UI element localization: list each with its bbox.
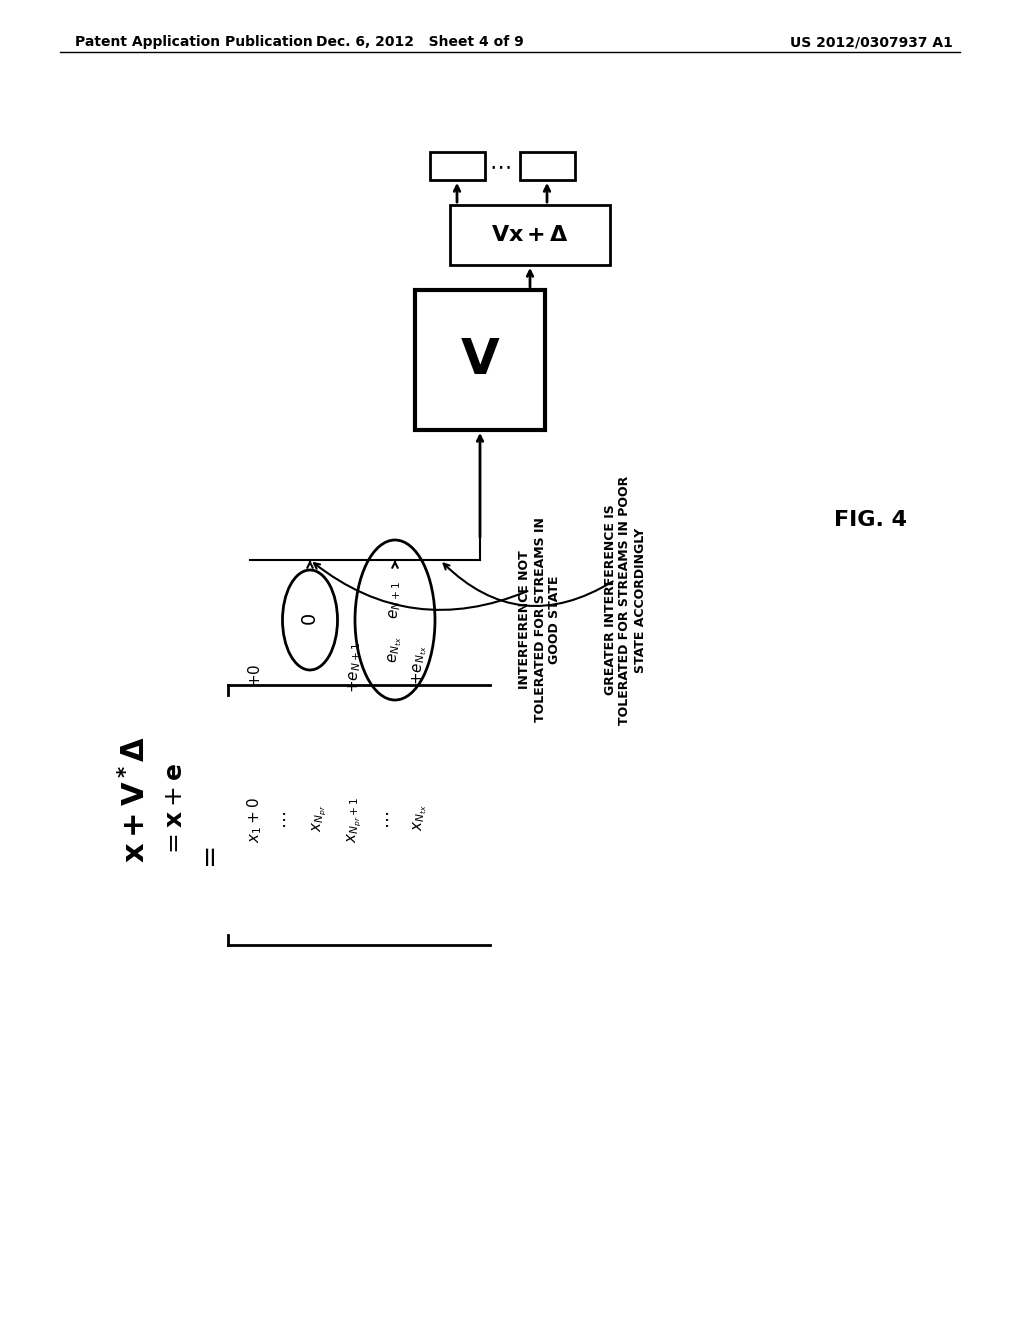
Text: INTERFERENCE NOT
TOLERATED FOR STREAMS IN
GOOD STATE: INTERFERENCE NOT TOLERATED FOR STREAMS I…	[518, 517, 561, 722]
Text: $e_{N+1}$: $e_{N+1}$	[387, 581, 402, 619]
Text: $\cdots$: $\cdots$	[489, 156, 511, 176]
Text: $\mathbf{V}$: $\mathbf{V}$	[460, 337, 501, 384]
Text: $+e_{N+1}$: $+e_{N+1}$	[347, 643, 364, 693]
FancyBboxPatch shape	[450, 205, 610, 265]
Text: $e_{N_{tx}}$: $e_{N_{tx}}$	[386, 636, 403, 664]
Text: $\mathbf{Vx+\Delta}$: $\mathbf{Vx+\Delta}$	[490, 224, 569, 246]
Text: $0$: $0$	[300, 614, 319, 627]
FancyBboxPatch shape	[520, 152, 575, 180]
Text: FIG. 4: FIG. 4	[834, 510, 906, 531]
Text: $x_{N_{tx}}$: $x_{N_{tx}}$	[412, 805, 429, 832]
Text: $= \mathbf{x} + \mathbf{e}$: $= \mathbf{x} + \mathbf{e}$	[163, 763, 187, 858]
Text: $x_{N_{pr}}$: $x_{N_{pr}}$	[311, 804, 329, 832]
Text: Dec. 6, 2012   Sheet 4 of 9: Dec. 6, 2012 Sheet 4 of 9	[316, 36, 524, 49]
Text: GREATER INTERFERENCE IS
TOLERATED FOR STREAMS IN POOR
STATE ACCORDINGLY: GREATER INTERFERENCE IS TOLERATED FOR ST…	[603, 475, 646, 725]
Text: $+0$: $+0$	[247, 663, 263, 686]
Text: $+e_{N_{tx}}$: $+e_{N_{tx}}$	[411, 645, 429, 685]
Text: US 2012/0307937 A1: US 2012/0307937 A1	[790, 36, 953, 49]
FancyBboxPatch shape	[430, 152, 485, 180]
Text: $=$: $=$	[196, 846, 224, 874]
Text: Patent Application Publication: Patent Application Publication	[75, 36, 312, 49]
FancyBboxPatch shape	[415, 290, 545, 430]
Text: $\mathbf{x + V^*\Delta}$: $\mathbf{x + V^*\Delta}$	[119, 737, 152, 863]
Text: $x_{N_{pr}+1}$: $x_{N_{pr}+1}$	[346, 797, 365, 843]
Text: $\cdots$: $\cdots$	[276, 810, 294, 829]
Text: $\cdots$: $\cdots$	[379, 810, 397, 829]
Text: $x_1 + 0$: $x_1 + 0$	[246, 797, 264, 843]
